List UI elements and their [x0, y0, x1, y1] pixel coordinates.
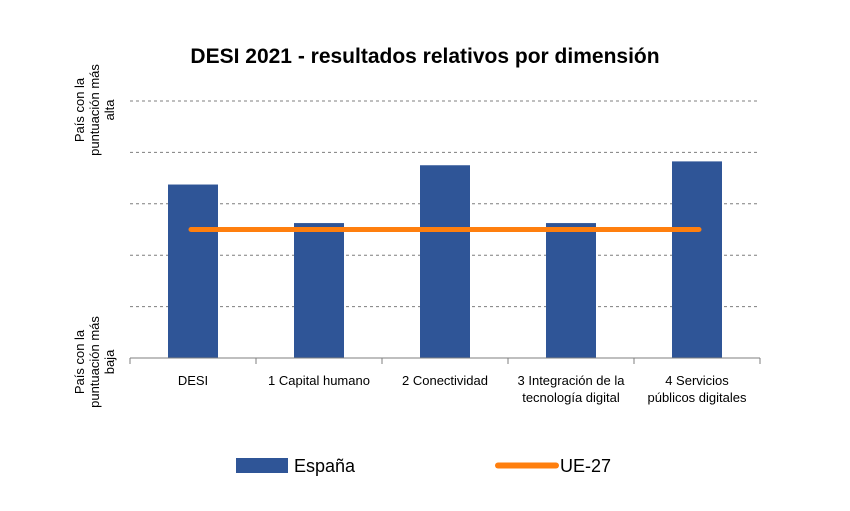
- bar-espana: [420, 165, 470, 358]
- x-tick-label: 3 Integración de la tecnología digital: [518, 373, 626, 405]
- legend-swatch-espana: [236, 458, 288, 473]
- x-tick-label: 2 Conectividad: [402, 373, 488, 388]
- x-tick-label: 1 Capital humano: [268, 373, 370, 388]
- y-label-bottom-text: País con lapuntuación másbaja: [72, 316, 117, 408]
- y-label-top: País con lapuntuación másalta: [72, 64, 117, 156]
- y-label-top-text: País con lapuntuación másalta: [72, 64, 117, 156]
- legend-label-ue27: UE-27: [560, 456, 611, 476]
- y-label-bottom: País con lapuntuación másbaja: [72, 316, 117, 408]
- bar-espana: [294, 223, 344, 358]
- bar-espana: [546, 223, 596, 358]
- x-tick-label: DESI: [178, 373, 208, 388]
- bar-espana: [168, 184, 218, 358]
- bar-espana: [672, 161, 722, 358]
- x-tick-label: 4 Servicios públicos digitales: [647, 373, 747, 405]
- legend-label-espana: España: [294, 456, 356, 476]
- chart-title: DESI 2021 - resultados relativos por dim…: [190, 45, 659, 68]
